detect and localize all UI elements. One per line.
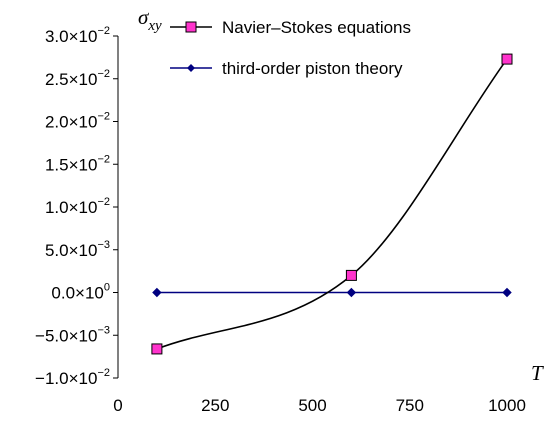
ns-marker-1: [345, 269, 357, 281]
legend: Navier–Stokes equations third-order pisto…: [170, 18, 411, 78]
y-tick-label: 5.0×10−3: [45, 239, 110, 260]
ns-line: [156, 58, 508, 350]
ns-marker-2: [501, 53, 513, 65]
y-tick-label: 2.0×10−2: [45, 111, 110, 132]
legend-ns-label: Navier–Stokes equations: [222, 18, 411, 37]
y-tick-label: 2.5×10−2: [45, 68, 110, 89]
x-tick-label: 1000: [488, 396, 526, 415]
x-tick-label: 500: [298, 396, 326, 415]
y-axis-title: σxy: [138, 5, 162, 34]
piston-marker-2: [502, 287, 512, 298]
y-tick-label: −1.0×10−2: [35, 367, 110, 388]
y-tick-label: 1.5×10−2: [45, 153, 110, 174]
x-tick-label: 250: [201, 396, 229, 415]
legend-piston-label: third-order piston theory: [222, 59, 403, 78]
ns-marker-0: [151, 343, 163, 355]
y-tick-label: −5.0×10−3: [35, 324, 110, 345]
y-tick-label: 0.0×100: [51, 282, 110, 303]
piston-marker-1: [346, 287, 357, 298]
x-axis-title: T: [531, 361, 544, 385]
x-tick-label: 0: [113, 396, 122, 415]
y-tick-label: 3.0×10−2: [45, 25, 110, 46]
x-tick-label: 750: [396, 396, 424, 415]
legend-piston-marker: [187, 64, 195, 72]
series-layer: [151, 53, 513, 355]
y-tick-label: 1.0×10−2: [45, 196, 110, 217]
piston-marker-0: [152, 287, 162, 298]
legend-ns-marker: [185, 21, 197, 33]
